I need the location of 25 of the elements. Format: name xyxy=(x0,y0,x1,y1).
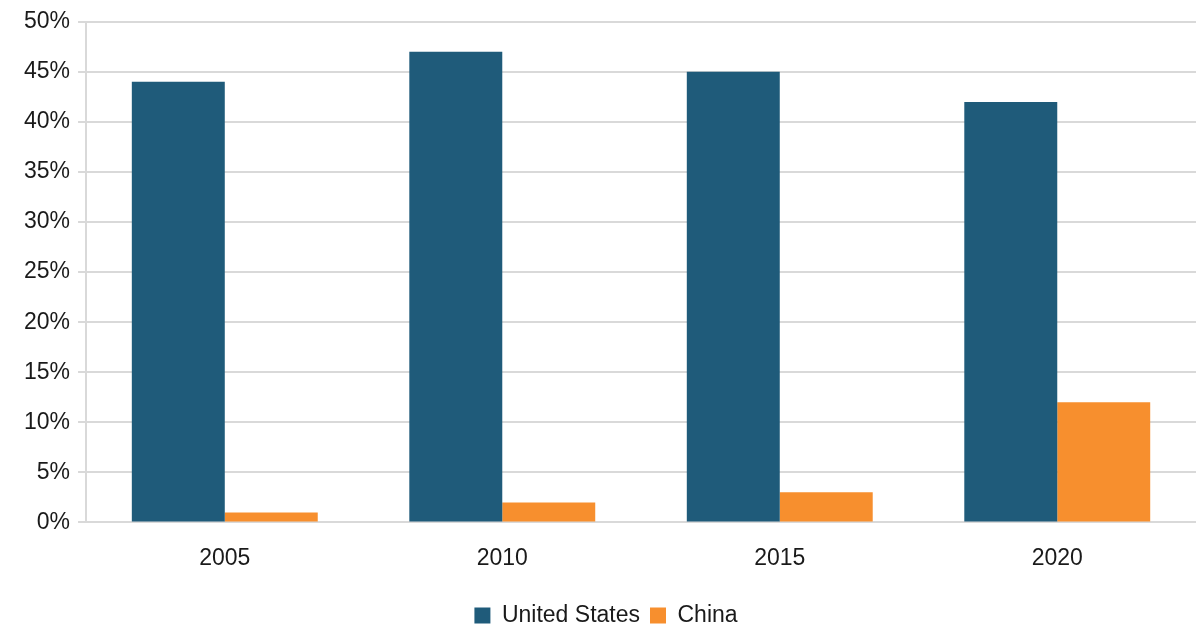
y-tick-label: 30% xyxy=(23,207,71,234)
y-tick-label: 10% xyxy=(23,407,71,434)
bar xyxy=(131,81,225,522)
x-tick-label: 2005 xyxy=(199,543,251,570)
bar xyxy=(686,71,780,522)
bar xyxy=(409,51,503,522)
bar xyxy=(224,512,318,522)
y-tick-label: 25% xyxy=(23,257,71,284)
bar xyxy=(1057,402,1151,522)
y-tick-label: 20% xyxy=(23,307,71,334)
legend-label: United States xyxy=(501,600,641,627)
y-tick-label: 45% xyxy=(23,57,71,84)
y-tick-label: 15% xyxy=(23,357,71,384)
bar xyxy=(779,492,873,522)
y-tick-label: 5% xyxy=(36,457,71,484)
x-tick-label: 2010 xyxy=(476,543,528,570)
y-tick-label: 50% xyxy=(23,7,71,34)
x-tick-label: 2020 xyxy=(1031,543,1083,570)
y-tick-label: 35% xyxy=(23,157,71,184)
y-tick-label: 0% xyxy=(36,507,71,534)
y-tick-label: 40% xyxy=(23,107,71,134)
bar xyxy=(964,101,1058,522)
legend-label: China xyxy=(677,600,738,627)
x-tick-label: 2015 xyxy=(754,543,806,570)
bar xyxy=(502,502,596,522)
